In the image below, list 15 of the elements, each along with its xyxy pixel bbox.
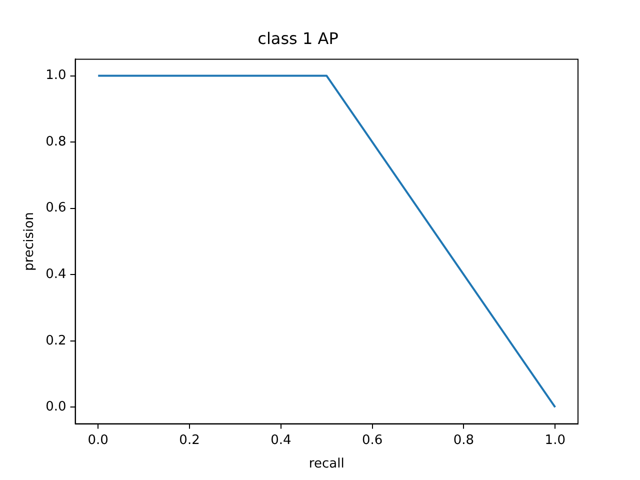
x-axis-title: recall [308, 456, 344, 472]
y-tick-label: 1.0 [46, 68, 66, 84]
y-tick-label: 0.2 [46, 333, 66, 348]
x-tick-label: 0.0 [88, 432, 108, 448]
x-tick-label: 0.6 [362, 432, 383, 448]
x-tick-label: 0.4 [270, 432, 292, 448]
x-tick-label: 0.8 [453, 432, 474, 448]
y-tick-label: 0.4 [46, 267, 66, 282]
y-tick-label: 0.0 [46, 400, 66, 415]
x-tick-label: 1.0 [544, 432, 566, 448]
y-axis-title: precision [22, 212, 38, 271]
chart-title: class 1 AP [258, 28, 339, 48]
y-tick-label: 0.6 [46, 200, 66, 216]
x-tick-label: 0.2 [179, 432, 200, 448]
y-tick-label: 0.8 [46, 134, 66, 150]
